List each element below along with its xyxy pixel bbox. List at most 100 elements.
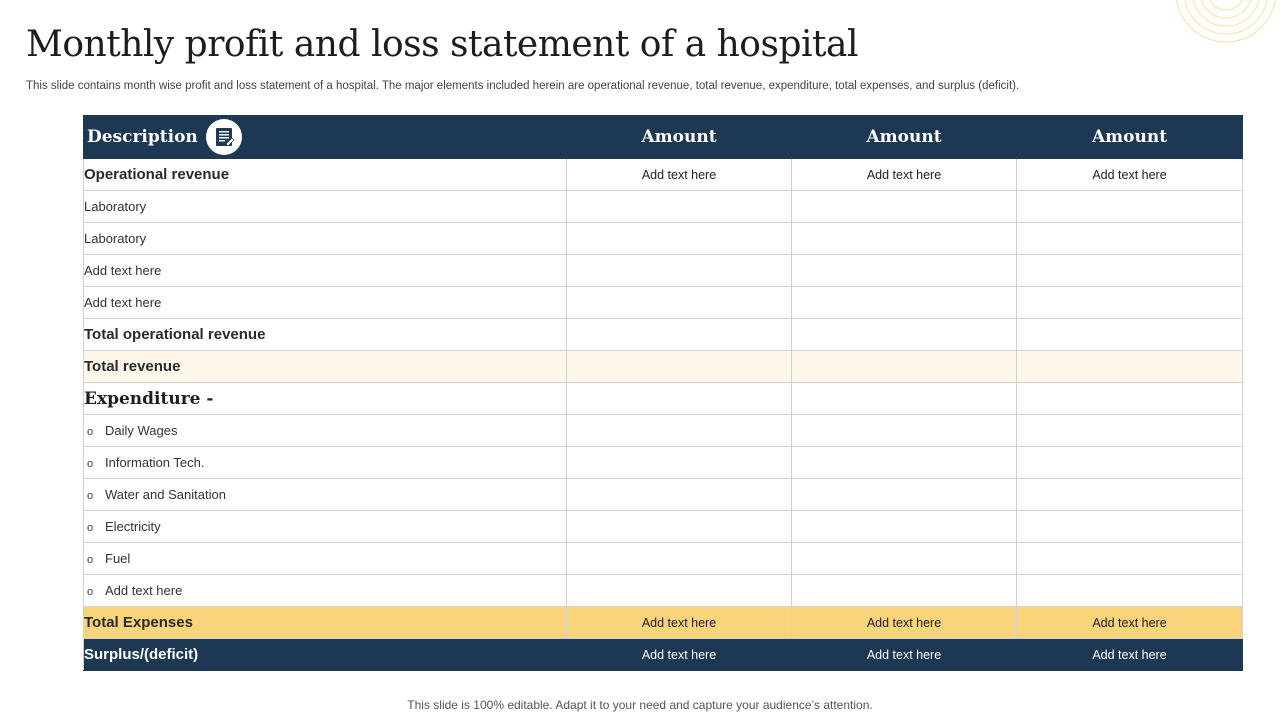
amount-cell — [1016, 414, 1243, 447]
row-label: Expenditure - — [83, 382, 567, 415]
row-label-cell: o Electricity — [83, 510, 567, 543]
bullet-icon: o — [87, 586, 94, 598]
amount-cell: Add text here — [1016, 638, 1243, 671]
amount-cell — [791, 542, 1017, 575]
amount-cell — [566, 190, 792, 223]
row-laboratory-1: Laboratory — [83, 190, 1243, 223]
row-label: Electricity — [105, 519, 161, 534]
amount-cell: Add text here — [791, 158, 1017, 191]
amount-cell — [791, 222, 1017, 255]
row-fuel: o Fuel — [83, 542, 1243, 575]
row-label: Fuel — [105, 551, 131, 566]
amount-cell — [1016, 382, 1243, 415]
amount-cell: Add text here — [791, 606, 1017, 639]
amount-cell — [566, 254, 792, 287]
row-total-operational-revenue: Total operational revenue — [83, 318, 1243, 351]
row-label-cell: o Daily Wages — [83, 414, 567, 447]
page-title: Monthly profit and loss statement of a h… — [26, 24, 858, 65]
row-label-cell: o Water and Sanitation — [83, 478, 567, 511]
row-add-text-3: o Add text here — [83, 574, 1243, 607]
header-amount-1: Amount — [566, 115, 792, 159]
row-label-cell: o Add text here — [83, 574, 567, 607]
amount-cell — [1016, 254, 1243, 287]
amount-cell — [791, 190, 1017, 223]
row-label-cell: o Information Tech. — [83, 446, 567, 479]
amount-cell: Add text here — [566, 606, 792, 639]
amount-cell — [566, 414, 792, 447]
row-label: Laboratory — [83, 190, 567, 223]
header-description: Description — [83, 115, 567, 159]
row-electricity: o Electricity — [83, 510, 1243, 543]
amount-cell — [791, 318, 1017, 351]
amount-cell: Add text here — [1016, 158, 1243, 191]
amount-cell — [791, 382, 1017, 415]
row-label-cell: o Fuel — [83, 542, 567, 575]
amount-cell — [1016, 574, 1243, 607]
row-information-tech: o Information Tech. — [83, 446, 1243, 479]
row-label: Add text here — [83, 254, 567, 287]
amount-cell: Add text here — [566, 158, 792, 191]
row-total-expenses: Total Expenses Add text here Add text he… — [83, 606, 1243, 639]
table-header-row: Description Amount Amount Am — [83, 115, 1243, 159]
amount-cell — [1016, 318, 1243, 351]
row-label: Information Tech. — [105, 455, 205, 470]
row-label: Water and Sanitation — [105, 487, 226, 502]
amount-cell — [566, 318, 792, 351]
bullet-icon: o — [87, 490, 94, 502]
row-add-text-2: Add text here — [83, 286, 1243, 319]
amount-cell — [791, 574, 1017, 607]
row-label: Daily Wages — [105, 423, 178, 438]
amount-cell — [566, 478, 792, 511]
row-label: Total operational revenue — [83, 318, 567, 351]
concentric-circles-decoration — [1170, 0, 1280, 60]
amount-cell — [566, 510, 792, 543]
amount-cell — [791, 510, 1017, 543]
amount-cell — [791, 478, 1017, 511]
row-add-text-1: Add text here — [83, 254, 1243, 287]
amount-cell — [791, 350, 1017, 383]
header-amount-2: Amount — [791, 115, 1017, 159]
amount-cell: Add text here — [791, 638, 1017, 671]
row-daily-wages: o Daily Wages — [83, 414, 1243, 447]
row-expenditure: Expenditure - — [83, 382, 1243, 415]
amount-cell — [566, 350, 792, 383]
document-icon — [205, 119, 242, 155]
footer-note: This slide is 100% editable. Adapt it to… — [407, 698, 873, 712]
row-operational-revenue: Operational revenue Add text here Add te… — [83, 158, 1243, 191]
amount-cell: Add text here — [1016, 606, 1243, 639]
row-label: Surplus/(deficit) — [83, 638, 567, 671]
header-amount-3: Amount — [1016, 115, 1243, 159]
row-label: Operational revenue — [83, 158, 567, 191]
amount-cell — [566, 286, 792, 319]
amount-cell — [1016, 542, 1243, 575]
page-subtitle: This slide contains month wise profit an… — [26, 80, 1020, 92]
profit-loss-table: Description Amount Amount Am — [83, 115, 1243, 671]
row-label: Laboratory — [83, 222, 567, 255]
amount-cell — [791, 286, 1017, 319]
amount-cell — [1016, 446, 1243, 479]
bullet-icon: o — [87, 554, 94, 566]
amount-cell — [1016, 510, 1243, 543]
amount-cell — [1016, 222, 1243, 255]
row-label: Add text here — [83, 286, 567, 319]
amount-cell — [566, 542, 792, 575]
amount-cell — [791, 446, 1017, 479]
header-description-label: Description — [87, 127, 198, 147]
bullet-icon: o — [87, 426, 94, 438]
amount-cell — [566, 574, 792, 607]
row-label: Total Expenses — [83, 606, 567, 639]
amount-cell — [1016, 286, 1243, 319]
amount-cell — [1016, 350, 1243, 383]
row-surplus-deficit: Surplus/(deficit) Add text here Add text… — [83, 638, 1243, 671]
amount-cell — [566, 446, 792, 479]
amount-cell — [566, 222, 792, 255]
row-label: Total revenue — [83, 350, 567, 383]
amount-cell — [1016, 478, 1243, 511]
amount-cell — [1016, 190, 1243, 223]
row-water-sanitation: o Water and Sanitation — [83, 478, 1243, 511]
amount-cell — [791, 414, 1017, 447]
row-label: Add text here — [105, 583, 183, 598]
bullet-icon: o — [87, 522, 94, 534]
amount-cell: Add text here — [566, 638, 792, 671]
amount-cell — [791, 254, 1017, 287]
